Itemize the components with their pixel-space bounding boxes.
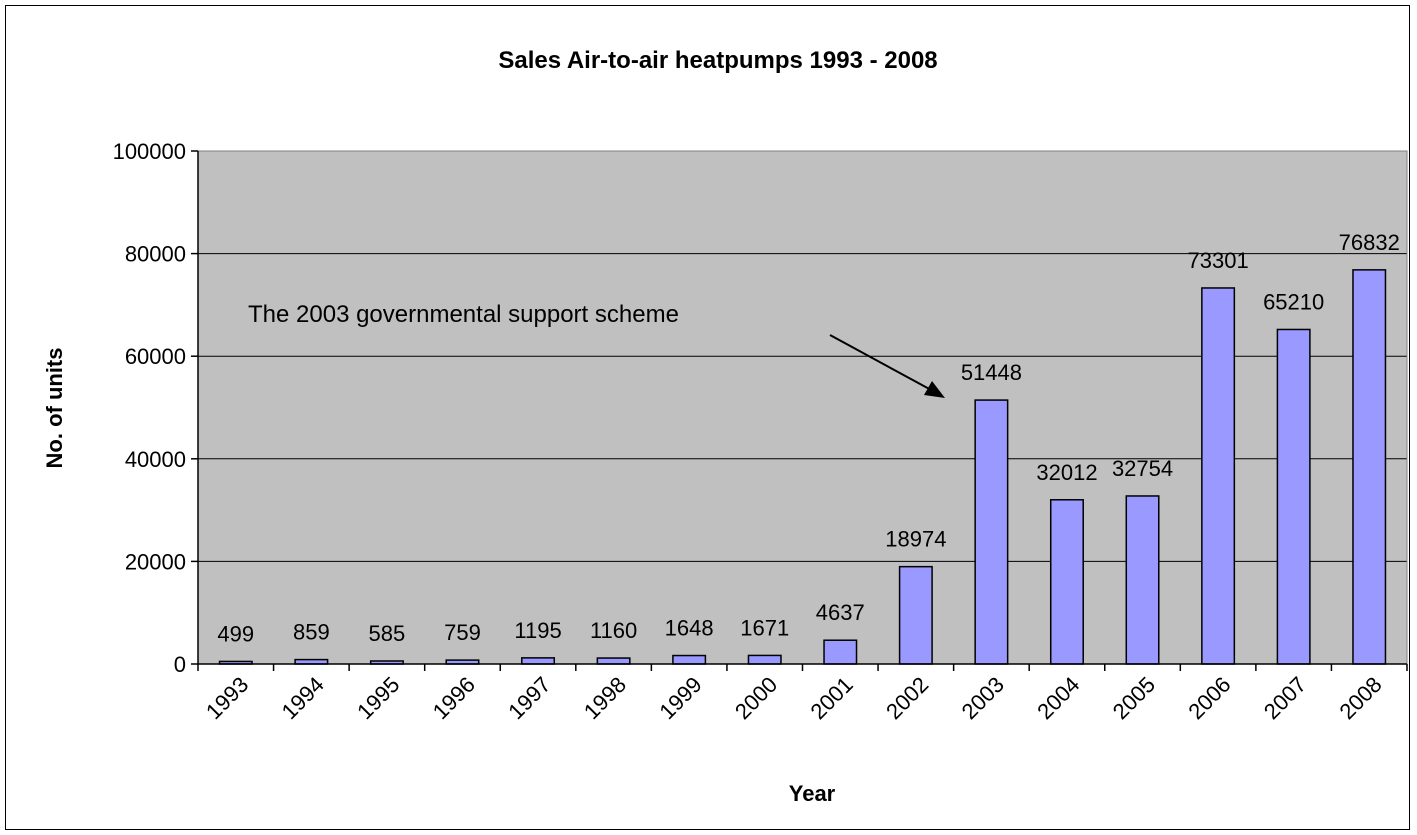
x-tick-label: 2002 [881, 672, 933, 724]
bar-2001 [823, 639, 858, 665]
bar-2000 [747, 654, 782, 665]
data-label-2003: 51448 [961, 360, 1022, 385]
data-label-1995: 585 [369, 621, 406, 646]
y-tick-label: 0 [174, 652, 186, 677]
bar-2006 [1201, 287, 1236, 665]
data-label-1994: 859 [293, 620, 330, 645]
data-label-2000: 1671 [740, 615, 789, 640]
data-label-1997: 1195 [514, 618, 561, 643]
x-tick-label: 1993 [201, 672, 253, 724]
data-label-1998: 1160 [590, 618, 637, 643]
bar-2004 [1049, 499, 1084, 665]
x-axis: 1993 1994 1995 1996 1997 1998 1999 2000 2001 2002… [197, 663, 1408, 724]
data-label-2004: 32012 [1036, 460, 1097, 485]
bar-2002 [898, 565, 933, 665]
y-axis-title: No. of units [42, 348, 67, 469]
annotation-arrow-head [924, 381, 945, 398]
bar-2008 [1352, 269, 1387, 665]
x-tick-label: 2003 [957, 672, 1009, 724]
y-tick-label: 100000 [113, 139, 186, 164]
x-tick-label: 1994 [277, 672, 329, 724]
x-tick-label: 2000 [730, 672, 782, 724]
x-tick-label: 2004 [1032, 672, 1084, 724]
y-tick-label: 80000 [125, 242, 186, 267]
data-labels: 499 859 585 759 1195 1160 1648 1671 4637 18974 514… [217, 230, 1399, 647]
x-tick-label: 1995 [352, 672, 404, 724]
x-tick-label: 2001 [806, 672, 858, 724]
data-label-2005: 32754 [1112, 456, 1173, 481]
data-label-2002: 18974 [885, 527, 946, 552]
bar-1998 [596, 657, 631, 665]
data-label-2007: 65210 [1263, 289, 1324, 314]
data-label-2006: 73301 [1188, 248, 1249, 273]
x-tick-label: 1999 [654, 672, 706, 724]
bar-1999 [672, 654, 707, 665]
x-tick-label: 1996 [428, 672, 480, 724]
x-tick-label: 2008 [1334, 672, 1386, 724]
x-tick-label: 2007 [1259, 672, 1311, 724]
x-tick-label: 1997 [503, 672, 555, 724]
data-label-2001: 4637 [816, 600, 865, 625]
data-label-2008: 76832 [1339, 230, 1400, 255]
annotation-arrow-line [829, 334, 934, 392]
data-label-1993: 499 [217, 621, 254, 646]
bar-1997 [521, 657, 556, 665]
bar-2003 [974, 399, 1009, 665]
bar-2005 [1125, 495, 1160, 665]
chart-title: Sales Air-to-air heatpumps 1993 - 2008 [498, 47, 937, 74]
x-tick-label: 1998 [579, 672, 631, 724]
y-tick-label: 60000 [125, 344, 186, 369]
y-tick-label: 20000 [125, 549, 186, 574]
y-axis: 0 20000 40000 60000 80000 100000 [113, 139, 199, 677]
bar-2007 [1276, 328, 1311, 665]
annotation-text: The 2003 governmental support scheme [248, 301, 679, 328]
y-tick-label: 40000 [125, 447, 186, 472]
x-axis-title: Year [789, 781, 836, 806]
data-label-1996: 759 [444, 620, 481, 645]
data-label-1999: 1648 [665, 616, 714, 641]
x-tick-label: 2006 [1183, 672, 1235, 724]
x-tick-label: 2005 [1108, 672, 1160, 724]
